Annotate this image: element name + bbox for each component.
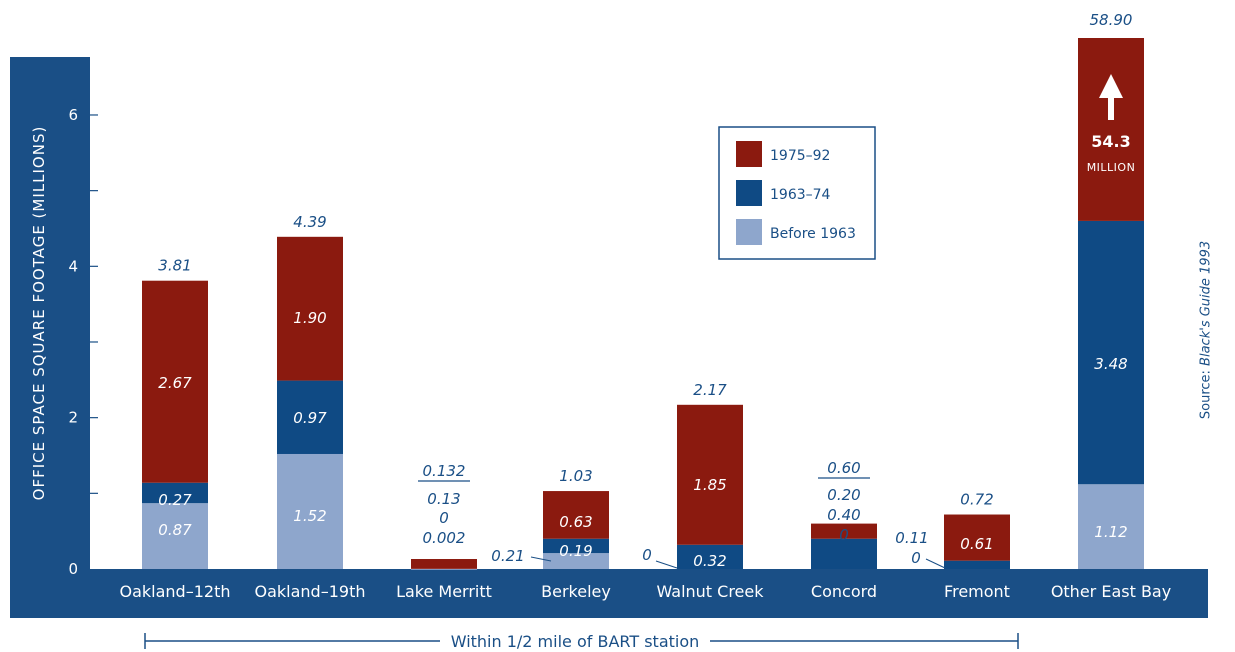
bar-segment: [277, 236, 343, 381]
legend-label: Before 1963: [770, 226, 856, 242]
bar-segment: [1078, 38, 1144, 221]
bar-segment: [277, 453, 343, 569]
data-label: 3.48: [1094, 355, 1127, 373]
total-label: 3.81: [158, 257, 191, 275]
total-label: 2.17: [693, 381, 727, 399]
legend-swatch: [736, 141, 762, 167]
bar-segment: [944, 514, 1010, 561]
data-label: 0: [839, 526, 849, 544]
y-tick-label: 4: [68, 257, 78, 275]
data-label: 0.40: [827, 506, 860, 524]
total-label: 0.132: [423, 462, 466, 480]
bar-segment: [142, 280, 208, 483]
data-label: 0.61: [960, 535, 993, 553]
data-label: 0.97: [293, 409, 327, 427]
total-label: 1.03: [559, 467, 592, 485]
legend-swatch: [736, 219, 762, 245]
data-label: 0: [439, 509, 449, 527]
bar-segment: [277, 380, 343, 454]
category-label: Concord: [811, 582, 877, 601]
category-label: Walnut Creek: [656, 582, 764, 601]
y-tick-label: 2: [68, 409, 78, 427]
total-label: 4.39: [293, 213, 326, 231]
y-tick-label: 6: [68, 106, 78, 124]
data-label: 1.90: [293, 309, 326, 327]
bracket-label: Within 1/2 mile of BART station: [451, 632, 700, 651]
data-label: 0.21: [491, 547, 524, 565]
category-label: Oakland–12th: [120, 582, 231, 601]
total-label: 0.60: [827, 459, 860, 477]
leader-line: [655, 560, 678, 569]
bar-segment: [411, 559, 477, 569]
bar-segment: [1078, 484, 1144, 569]
bar-segment: [411, 568, 477, 570]
up-arrow-head-icon: [1099, 74, 1123, 98]
category-label: Oakland–19th: [255, 582, 366, 601]
up-arrow-icon: [1108, 92, 1114, 120]
leader-line: [925, 558, 946, 569]
bar-segment: [142, 503, 208, 569]
legend-label: 1963–74: [770, 187, 831, 203]
bar-segment: [677, 404, 743, 545]
plot-area: [90, 57, 1208, 569]
data-label: 0.002: [423, 529, 466, 547]
data-label: 0: [642, 546, 652, 564]
bar-segment: [1078, 220, 1144, 485]
bar-segment: [811, 523, 877, 539]
bar-segment: [543, 538, 609, 554]
category-label: Other East Bay: [1051, 582, 1171, 601]
legend-swatch: [736, 180, 762, 206]
data-label: 0: [911, 549, 921, 567]
data-label: 0.27: [158, 491, 192, 509]
overflow-value: 54.3: [1091, 132, 1130, 151]
data-label: 1.85: [693, 476, 726, 494]
data-label: 0.63: [559, 513, 592, 531]
bar-segment: [944, 560, 1010, 569]
leader-line: [530, 556, 552, 562]
category-label: Berkeley: [541, 582, 611, 601]
total-label: 0.72: [960, 491, 993, 509]
source-prefix: Source:: [1198, 365, 1214, 420]
bar-segment: [677, 544, 743, 569]
data-label: 0.13: [427, 490, 460, 508]
data-label: 0.19: [559, 542, 592, 560]
category-label: Lake Merritt: [396, 582, 492, 601]
data-label: 0.20: [827, 486, 860, 504]
legend-label: 1975–92: [770, 148, 830, 164]
data-label: 1.52: [293, 507, 326, 525]
bar-segment: [543, 491, 609, 539]
bar-segment: [543, 553, 609, 569]
data-label: 1.12: [1094, 523, 1127, 541]
bar-segment: [811, 538, 877, 569]
data-label: 0.11: [895, 529, 928, 547]
source-title: Black's Guide 1993: [1198, 240, 1214, 366]
category-label: Fremont: [944, 582, 1010, 601]
data-label: 0.32: [693, 552, 726, 570]
y-axis-label: OFFICE SPACE SQUARE FOOTAGE (MILLIONS): [30, 126, 48, 501]
bar-segment: [142, 482, 208, 504]
data-label: 0.87: [158, 521, 192, 539]
y-tick-label: 0: [68, 560, 78, 578]
total-label: 58.90: [1090, 11, 1133, 29]
overflow-unit: MILLION: [1087, 161, 1136, 174]
data-label: 2.67: [158, 374, 192, 392]
